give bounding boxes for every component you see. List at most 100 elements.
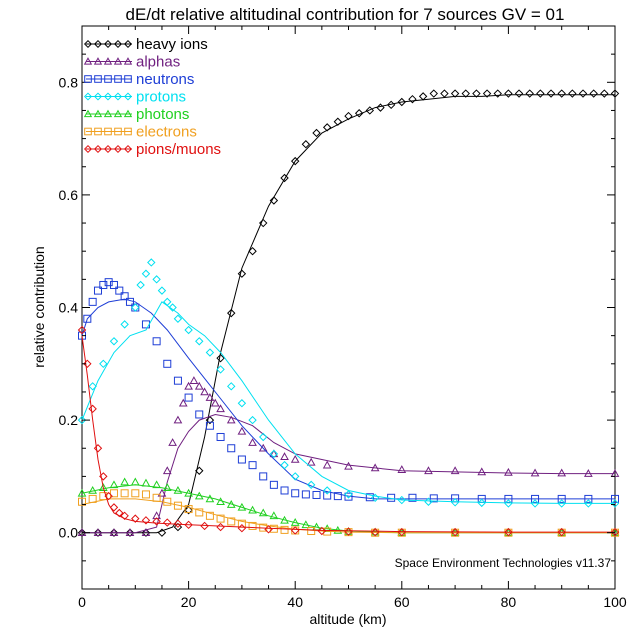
data-point-photons xyxy=(248,505,257,514)
data-point-protons xyxy=(109,337,119,346)
data-point-heavy-ions xyxy=(157,528,167,537)
data-point-pions-muons xyxy=(317,526,327,536)
data-point-photons xyxy=(216,497,225,506)
data-point-neutrons xyxy=(125,297,134,306)
data-point-protons xyxy=(530,499,540,508)
data-point-protons xyxy=(397,495,407,505)
data-point-electrons xyxy=(131,489,140,498)
data-point-heavy-ions xyxy=(173,522,183,532)
data-point-electrons xyxy=(109,489,118,498)
data-point-alphas xyxy=(258,443,268,452)
data-point-neutrons xyxy=(248,461,257,470)
data-point-protons xyxy=(205,348,215,357)
legend-marker xyxy=(104,75,112,83)
data-point-heavy-ions xyxy=(504,89,513,98)
data-point-photons xyxy=(280,515,289,524)
data-point-heavy-ions xyxy=(493,89,502,98)
data-point-neutrons xyxy=(259,472,268,481)
data-point-protons xyxy=(136,280,145,290)
data-point-pions-muons xyxy=(370,527,380,537)
data-point-heavy-ions xyxy=(557,89,566,98)
data-point-protons xyxy=(306,480,316,490)
y-tick-label: 0.0 xyxy=(59,525,79,541)
data-point-neutrons xyxy=(83,314,92,323)
series-line-heavy-ions xyxy=(82,94,615,534)
data-point-protons xyxy=(163,297,172,307)
data-point-protons xyxy=(184,325,193,335)
data-point-electrons xyxy=(307,527,316,536)
legend-marker xyxy=(123,144,133,154)
data-point-alphas xyxy=(162,466,172,475)
data-point-heavy-ions xyxy=(109,528,119,537)
data-point-photons xyxy=(269,511,279,520)
data-point-neutrons xyxy=(115,286,124,295)
data-point-pions-muons xyxy=(264,525,273,534)
data-point-heavy-ions xyxy=(386,100,396,110)
data-point-heavy-ions xyxy=(568,89,577,98)
data-point-neutrons xyxy=(173,376,182,385)
data-point-neutrons xyxy=(237,455,246,464)
data-point-pions-muons xyxy=(200,521,209,531)
data-point-heavy-ions xyxy=(290,156,300,166)
legend-marker xyxy=(104,127,112,136)
data-point-heavy-ions xyxy=(578,89,588,98)
data-point-neutrons xyxy=(531,494,540,503)
data-point-photons xyxy=(120,477,129,486)
x-tick-label: 20 xyxy=(181,594,197,610)
x-tick-label: 100 xyxy=(603,594,627,610)
y-axis-label: relative contribution xyxy=(31,246,47,367)
data-point-electrons xyxy=(291,526,300,535)
data-point-alphas xyxy=(194,381,204,390)
data-point-protons xyxy=(77,415,87,425)
legend-marker xyxy=(123,39,133,49)
data-point-protons xyxy=(120,320,129,329)
data-point-heavy-ions xyxy=(408,94,417,104)
legend-label-photons: photons xyxy=(136,106,189,123)
legend-item-photons: photons xyxy=(83,106,189,123)
x-tick-label: 40 xyxy=(287,594,303,610)
legend-marker xyxy=(123,92,133,101)
legend-marker xyxy=(93,57,103,65)
y-tick-label: 0.2 xyxy=(59,412,79,428)
legend-marker xyxy=(94,75,102,83)
legend-marker xyxy=(103,57,113,65)
data-point-alphas xyxy=(504,467,513,476)
data-point-neutrons xyxy=(301,490,310,499)
data-point-protons xyxy=(269,449,279,459)
data-point-alphas xyxy=(205,393,215,401)
series-photons xyxy=(77,477,620,536)
data-point-heavy-ions xyxy=(354,109,364,118)
legend-label-electrons: electrons xyxy=(136,124,197,141)
y-tick-label: 0.8 xyxy=(59,74,79,90)
data-point-pions-muons xyxy=(173,519,183,528)
data-point-heavy-ions xyxy=(322,123,332,132)
legend-marker xyxy=(84,127,92,136)
data-point-photons xyxy=(258,508,268,517)
data-point-neutrons xyxy=(88,297,97,306)
plot-area xyxy=(77,89,620,537)
data-point-heavy-ions xyxy=(546,89,556,98)
legend-marker xyxy=(124,127,132,136)
data-point-protons xyxy=(248,415,257,425)
data-point-neutrons xyxy=(408,493,417,502)
data-point-heavy-ions xyxy=(312,128,321,138)
legend-marker xyxy=(114,75,122,83)
data-point-heavy-ions xyxy=(525,89,534,98)
data-point-heavy-ions xyxy=(600,89,609,98)
data-point-neutrons xyxy=(333,492,342,501)
data-point-heavy-ions xyxy=(205,415,215,425)
credit-text: Space Environment Technologies v11.37 xyxy=(395,556,612,570)
data-point-neutrons xyxy=(195,410,204,419)
data-point-heavy-ions xyxy=(344,111,353,121)
data-point-heavy-ions xyxy=(589,89,598,98)
data-point-electrons xyxy=(78,497,86,506)
data-point-electrons xyxy=(323,527,332,536)
data-point-neutrons xyxy=(280,486,289,495)
legend-marker xyxy=(93,39,103,49)
data-point-electrons xyxy=(88,494,97,503)
data-point-photons xyxy=(333,525,343,534)
data-point-alphas xyxy=(397,465,407,473)
series-pions-muons xyxy=(77,325,620,537)
data-point-protons xyxy=(584,499,593,508)
